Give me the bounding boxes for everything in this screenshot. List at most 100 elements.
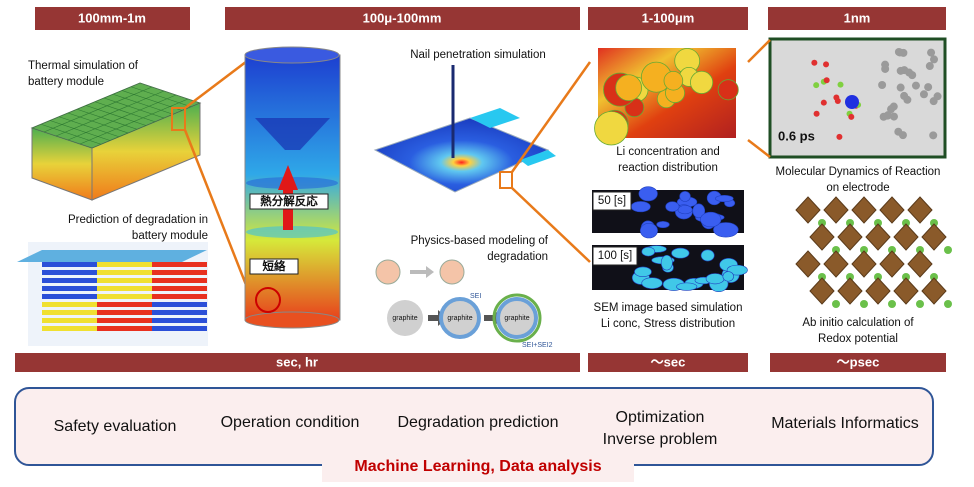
- decoration: [112, 93, 174, 115]
- decoration: [860, 246, 868, 254]
- decoration: [43, 86, 153, 133]
- caption: Li conc, Stress distribution: [601, 318, 735, 330]
- scale-header: 100μ-100mm: [363, 10, 442, 25]
- decoration: [700, 211, 722, 228]
- decoration: [31, 127, 93, 149]
- decoration: [899, 48, 908, 57]
- decoration: [42, 318, 97, 323]
- time-label: 50 [s]: [598, 195, 626, 207]
- time-label: ～sec: [651, 354, 686, 369]
- decoration: [641, 277, 663, 289]
- nail-image: [373, 65, 556, 193]
- decoration: [42, 302, 97, 307]
- decoration: [833, 94, 840, 101]
- decoration: [813, 82, 820, 89]
- application: Operation condition: [221, 414, 360, 431]
- decoration: [921, 277, 947, 305]
- time-label: ～psec: [837, 354, 880, 369]
- decoration: [634, 266, 652, 278]
- decoration: [903, 95, 912, 104]
- scale-header: 100mm-1m: [78, 10, 146, 25]
- time-bar: [15, 353, 580, 372]
- decoration: [94, 101, 156, 123]
- scale-header: 1-100μm: [642, 10, 695, 25]
- decoration: [851, 196, 877, 224]
- decoration: [49, 120, 111, 141]
- decoration: [692, 203, 706, 219]
- cell-cylinder-image: [244, 46, 341, 329]
- decoration: [705, 273, 725, 285]
- decoration: [152, 270, 207, 275]
- decoration: [660, 254, 673, 271]
- small-label: graphite: [504, 315, 529, 322]
- decoration: [152, 286, 207, 291]
- decoration: [902, 273, 910, 281]
- decoration: [615, 74, 642, 102]
- crystal-image: [795, 196, 952, 308]
- small-label: SEI+SEI2: [522, 342, 553, 349]
- decoration: [700, 249, 715, 262]
- connector: [183, 129, 254, 301]
- decoration: [916, 300, 924, 308]
- decoration: [42, 270, 97, 275]
- decoration: [91, 102, 201, 149]
- decoration: [656, 221, 670, 229]
- decoration: [139, 82, 201, 104]
- decoration: [638, 186, 658, 202]
- caption: Ab initio calculation of: [802, 317, 914, 329]
- connector: [184, 54, 256, 109]
- caption: Redox potential: [818, 333, 898, 345]
- decoration: [40, 123, 102, 145]
- decoration: [713, 222, 739, 238]
- decoration: [677, 205, 693, 215]
- decoration: [152, 262, 207, 267]
- decoration: [717, 79, 739, 101]
- decoration: [919, 90, 928, 99]
- decoration: [42, 326, 97, 331]
- decoration: [97, 310, 152, 315]
- decoration: [878, 81, 887, 90]
- md-time: 0.6 ps: [778, 128, 815, 143]
- decoration: [67, 112, 129, 134]
- decoration: [97, 270, 152, 275]
- decoration: [42, 294, 97, 299]
- decoration: [152, 326, 207, 331]
- application: Materials Informatics: [771, 415, 919, 432]
- decoration: [809, 223, 835, 251]
- caption: on electrode: [826, 182, 889, 194]
- decoration: [31, 82, 141, 129]
- physics-model-image: [375, 259, 542, 343]
- decoration: [58, 116, 120, 138]
- decoration: [97, 302, 152, 307]
- decoration: [916, 246, 924, 254]
- decoration: [97, 318, 152, 323]
- decoration: [911, 81, 920, 90]
- caption: Physics-based modeling of: [411, 235, 549, 247]
- battery-module-image: [30, 82, 202, 201]
- decoration: [930, 55, 939, 64]
- time-label: 100 [s]: [598, 250, 633, 262]
- footer-box: [322, 452, 634, 482]
- decoration: [896, 83, 905, 92]
- decoration: [924, 83, 933, 92]
- decoration: [663, 70, 684, 91]
- decoration: [820, 99, 827, 106]
- caption: battery module: [132, 230, 208, 242]
- decoration: [898, 131, 907, 140]
- decoration: [874, 273, 882, 281]
- decoration: [823, 250, 849, 278]
- decoration: [837, 223, 863, 251]
- decoration: [97, 278, 152, 283]
- decoration: [874, 219, 882, 227]
- decoration: [152, 294, 207, 299]
- decoration: [927, 48, 936, 57]
- decoration: [851, 250, 877, 278]
- decoration: [79, 98, 189, 145]
- decoration: [889, 102, 898, 111]
- footer: Machine Learning, Data analysis: [354, 458, 601, 475]
- decoration: [836, 133, 843, 140]
- sem-images: [592, 186, 748, 293]
- caption: battery module: [28, 76, 104, 88]
- decoration: [130, 86, 192, 108]
- decoration: [896, 66, 905, 75]
